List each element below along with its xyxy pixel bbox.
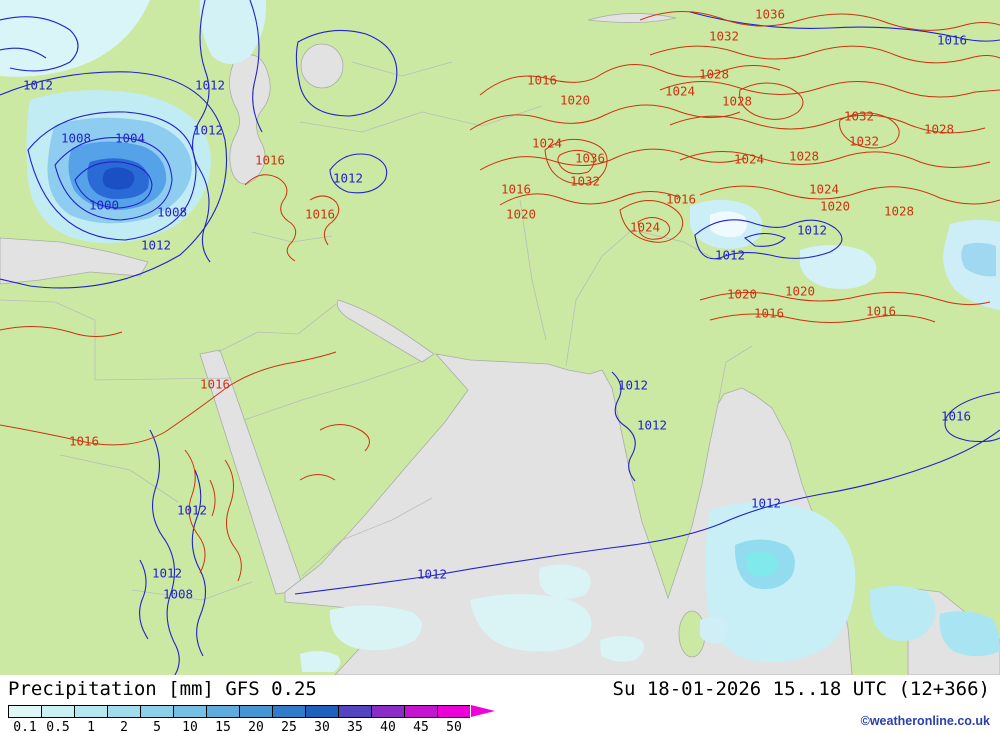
legend-segment: 0.5 (41, 705, 74, 733)
legend-value: 1 (87, 720, 95, 733)
legend-value: 10 (182, 720, 198, 733)
legend-value: 50 (446, 720, 462, 733)
legend-value: 15 (215, 720, 231, 733)
legend-segment: 50 (437, 705, 470, 733)
legend-segment: 25 (272, 705, 305, 733)
legend-segment: 10 (173, 705, 206, 733)
legend-value: 25 (281, 720, 297, 733)
precipitation-shading (0, 0, 1000, 672)
legend-segment: 35 (338, 705, 371, 733)
legend-arrow-icon (471, 705, 495, 717)
legend-value: 45 (413, 720, 429, 733)
legend-value: 0.1 (13, 720, 37, 733)
legend-segment: 5 (140, 705, 173, 733)
legend-value: 35 (347, 720, 363, 733)
map-graphic (0, 0, 1000, 675)
legend-value: 0.5 (46, 720, 70, 733)
isobars-low (0, 0, 1000, 675)
legend-segment: 0.1 (8, 705, 41, 733)
copyright-link[interactable]: ©weatheronline.co.uk (860, 714, 990, 728)
legend-segment: 2 (107, 705, 140, 733)
legend-value: 20 (248, 720, 264, 733)
country-borders (0, 61, 753, 601)
legend-segment: 15 (206, 705, 239, 733)
legend-segment: 40 (371, 705, 404, 733)
legend-scale: 0.1 0.5 1 2 5 10 15 20 25 30 35 40 45 50 (8, 705, 495, 733)
isobars-high (0, 11, 1000, 582)
legend-segment: 1 (74, 705, 107, 733)
legend-segment: 20 (239, 705, 272, 733)
datetime-label: Su 18-01-2026 15..18 UTC (12+366) (612, 678, 991, 700)
weather-map: 1012 1008 1004 1000 1008 1012 1012 1012 1012 1012… (0, 0, 1000, 675)
legend-value: 5 (153, 720, 161, 733)
legend-segment: 45 (404, 705, 437, 733)
legend-value: 2 (120, 720, 128, 733)
legend-segment: 30 (305, 705, 338, 733)
legend-value: 40 (380, 720, 396, 733)
product-title: Precipitation [mm] GFS 0.25 (8, 678, 317, 700)
footer-bar: Precipitation [mm] GFS 0.25 Su 18-01-202… (0, 675, 1000, 733)
legend-value: 30 (314, 720, 330, 733)
